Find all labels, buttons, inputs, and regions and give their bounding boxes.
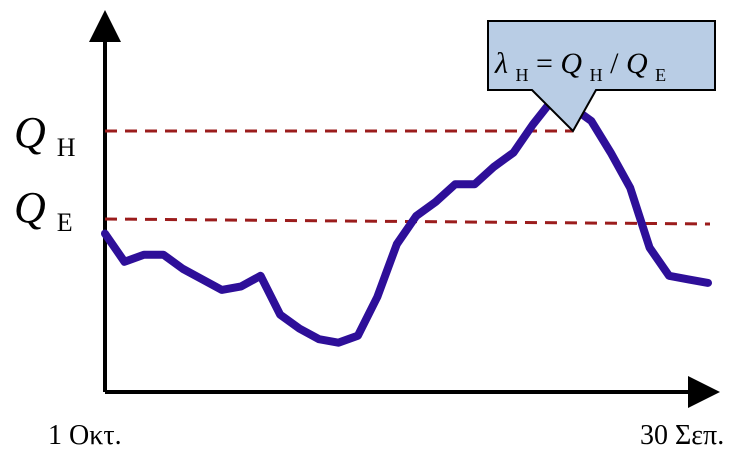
axes [89, 10, 720, 408]
end-date-label: 30 Σεπ. [640, 420, 724, 451]
ratio-formula: λ H = Q H / Q E [494, 47, 666, 88]
equivalent-flow-label: Q E [14, 183, 73, 237]
callout-bubble [487, 20, 716, 133]
equivalent-flow-symbol: Q [14, 183, 46, 232]
lambda-symbol: λ [494, 47, 508, 80]
high-flow-symbol: Q [14, 108, 46, 157]
equivalent-flow-threshold-line [104, 217, 711, 226]
start-date-label: 1 Οκτ. [48, 420, 122, 451]
equals-sign: = [536, 47, 560, 80]
denominator-subscript: E [655, 65, 666, 85]
numerator-subscript: H [590, 65, 603, 85]
threshold-lines [104, 129, 711, 226]
equivalent-flow-subscript: E [57, 208, 73, 237]
flow-series-line [101, 95, 712, 347]
high-flow-subscript: H [57, 133, 76, 162]
lambda-subscript: H [516, 65, 529, 85]
numerator-symbol: Q [560, 47, 582, 80]
high-flow-label: Q H [14, 108, 76, 162]
ratio-divider: / [610, 47, 626, 80]
denominator-symbol: Q [626, 47, 648, 80]
ratio-callout: λ H = Q H / Q E [487, 20, 716, 133]
